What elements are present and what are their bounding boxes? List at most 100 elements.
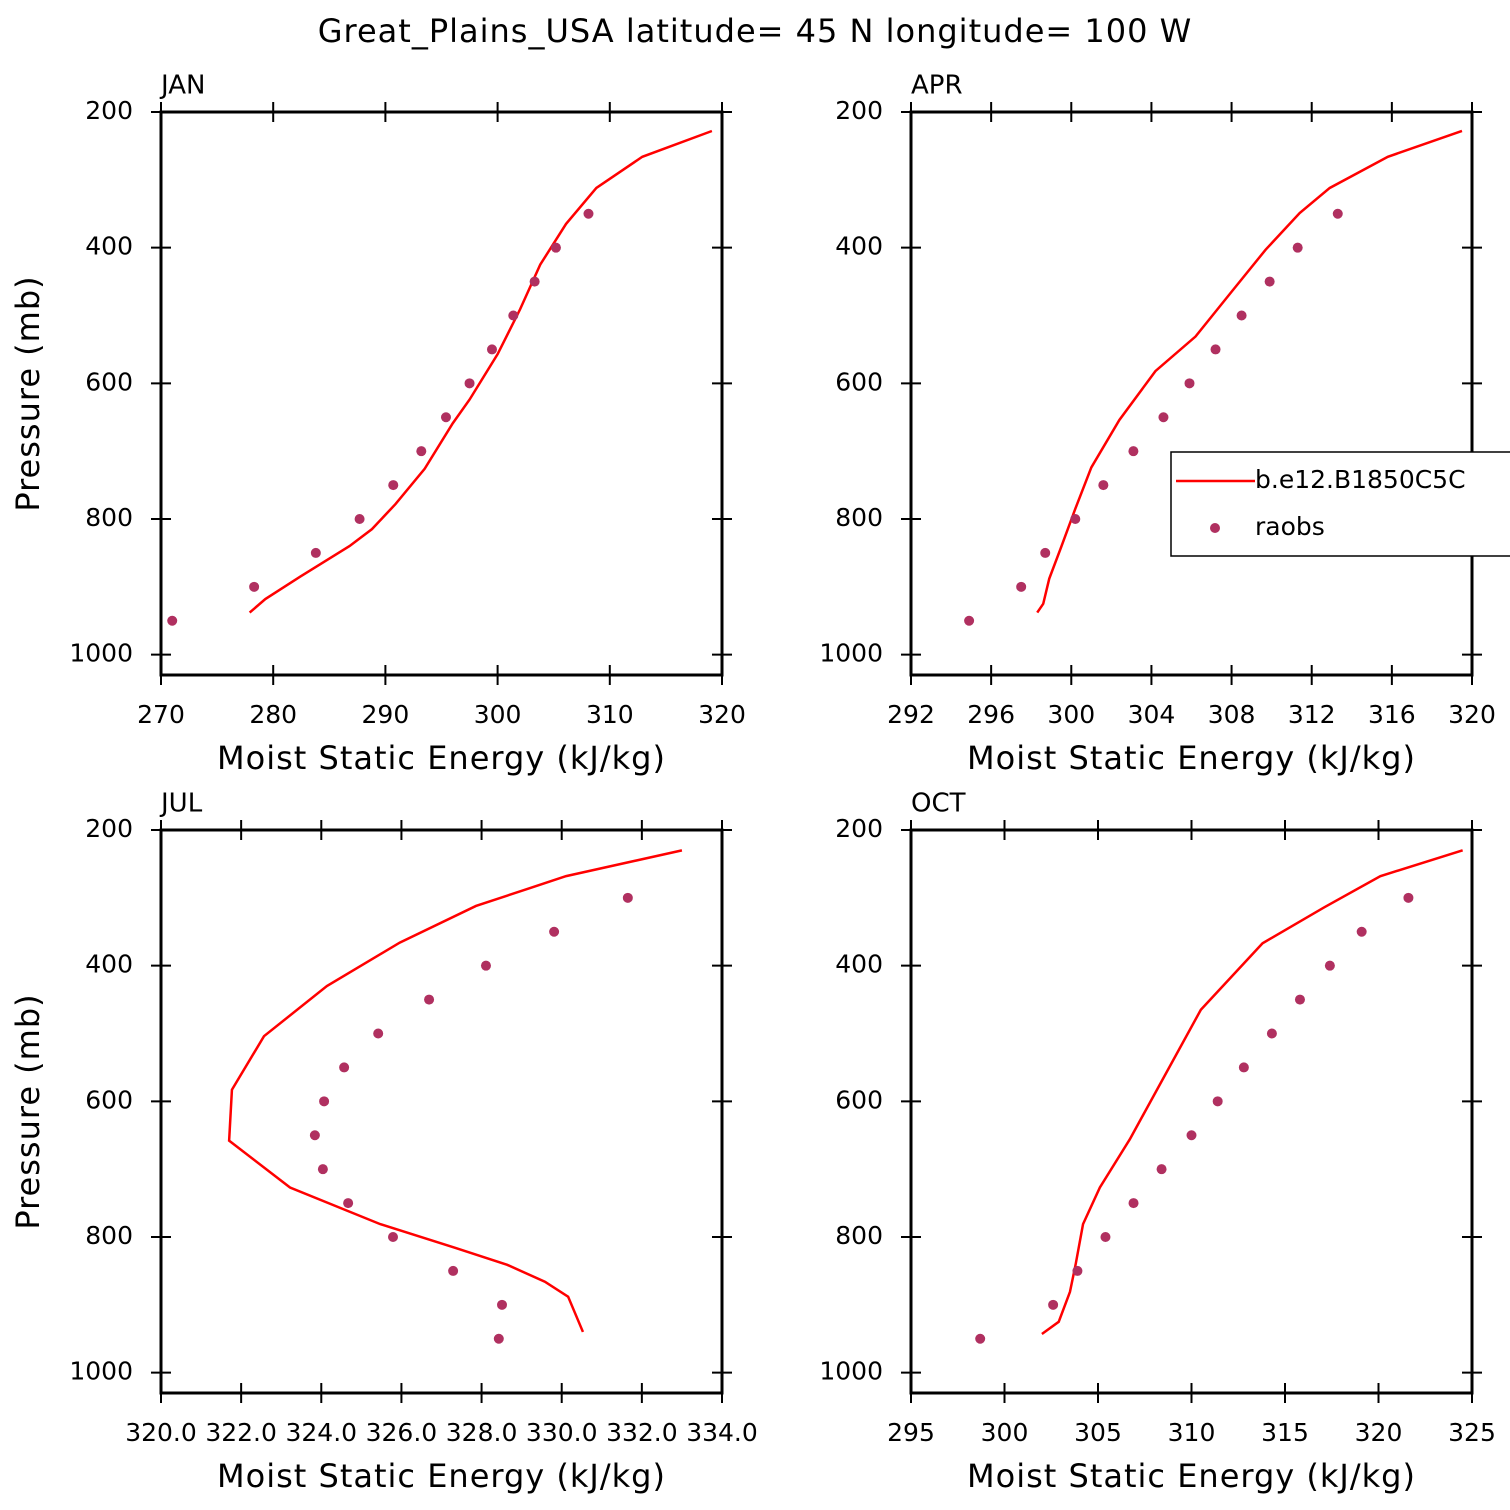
y-tick-label: 1000	[69, 639, 133, 668]
y-tick-label: 1000	[819, 639, 883, 668]
obs-point	[249, 581, 260, 592]
obs-point	[1324, 960, 1335, 971]
panel-title: JAN	[159, 71, 205, 101]
obs-point	[1048, 1299, 1059, 1310]
obs-point	[1266, 1028, 1277, 1039]
obs-point	[310, 547, 321, 558]
model-line	[1036, 129, 1463, 614]
x-tick-label: 312	[1288, 700, 1336, 729]
figure-title: Great_Plains_USA latitude= 45 N longitud…	[318, 12, 1193, 50]
x-tick-label: 300	[981, 1418, 1029, 1447]
y-tick-label: 600	[835, 1085, 883, 1114]
x-tick-label: 290	[362, 700, 410, 729]
obs-point	[975, 1333, 986, 1344]
y-tick-label: 200	[85, 814, 133, 843]
obs-point	[1184, 378, 1195, 389]
x-axis-label: Moist Static Energy (kJ/kg)	[217, 739, 666, 777]
x-tick-label: 324.0	[285, 1418, 357, 1447]
plot-frame	[909, 110, 1474, 677]
y-tick-label: 600	[85, 367, 133, 396]
x-tick-label: 328.0	[446, 1418, 518, 1447]
y-tick-label: 1000	[819, 1357, 883, 1386]
obs-point	[1128, 446, 1139, 457]
obs-point	[373, 1028, 384, 1039]
x-tick-label: 310	[586, 700, 634, 729]
x-tick-label: 325	[1448, 1418, 1496, 1447]
x-tick-label: 300	[474, 700, 522, 729]
obs-point	[1070, 513, 1081, 524]
x-tick-label: 320	[698, 700, 746, 729]
y-tick-label: 200	[835, 814, 883, 843]
x-tick-label: 332.0	[606, 1418, 678, 1447]
obs-point	[1156, 1164, 1167, 1175]
obs-point	[354, 513, 365, 524]
y-tick-label: 800	[835, 1221, 883, 1250]
legend-label: b.e12.B1850C5C	[1255, 465, 1466, 494]
x-tick-label: 295	[887, 1418, 935, 1447]
x-axis-label: Moist Static Energy (kJ/kg)	[967, 1457, 1416, 1495]
y-tick-label: 800	[85, 503, 133, 532]
obs-point	[1212, 1096, 1223, 1107]
x-tick-label: 320	[1448, 700, 1496, 729]
obs-point	[1356, 926, 1367, 937]
obs-point	[583, 208, 594, 219]
obs-point	[317, 1164, 328, 1175]
legend-label: raobs	[1255, 512, 1325, 541]
obs-point	[493, 1333, 504, 1344]
obs-point	[339, 1062, 350, 1073]
x-tick-label: 316	[1368, 700, 1416, 729]
obs-point	[440, 412, 451, 423]
obs-point	[1292, 242, 1303, 253]
x-tick-label: 322.0	[205, 1418, 277, 1447]
x-tick-label: 305	[1074, 1418, 1122, 1447]
legend-box	[1170, 451, 1510, 557]
y-tick-label: 1000	[69, 1357, 133, 1386]
obs-point	[964, 615, 975, 626]
x-tick-label: 308	[1208, 700, 1256, 729]
y-axis-label: Pressure (mb)	[9, 275, 47, 511]
x-tick-label: 320	[1355, 1418, 1403, 1447]
obs-point	[1236, 310, 1247, 321]
obs-point	[1264, 276, 1275, 287]
model-line	[1041, 849, 1464, 1336]
obs-point	[549, 926, 560, 937]
x-tick-label: 315	[1261, 1418, 1309, 1447]
obs-point	[1186, 1130, 1197, 1141]
y-tick-label: 600	[835, 367, 883, 396]
y-tick-label: 400	[85, 232, 133, 261]
obs-point	[486, 344, 497, 355]
obs-point	[622, 892, 633, 903]
x-tick-label: 330.0	[526, 1418, 598, 1447]
obs-point	[1016, 581, 1027, 592]
y-tick-label: 400	[85, 950, 133, 979]
y-tick-label: 400	[835, 232, 883, 261]
obs-point	[1072, 1265, 1083, 1276]
obs-point	[388, 480, 399, 491]
obs-point	[464, 378, 475, 389]
y-tick-label: 200	[85, 96, 133, 125]
plot-frame	[159, 110, 724, 677]
y-tick-label: 800	[835, 503, 883, 532]
panel-title: JUL	[159, 789, 203, 819]
x-tick-label: 292	[887, 700, 935, 729]
obs-point	[1100, 1231, 1111, 1242]
x-tick-label: 320.0	[125, 1418, 197, 1447]
obs-point	[529, 276, 540, 287]
obs-point	[508, 310, 519, 321]
x-tick-label: 310	[1168, 1418, 1216, 1447]
x-tick-label: 296	[967, 700, 1015, 729]
obs-point	[416, 446, 427, 457]
obs-point	[497, 1299, 508, 1310]
obs-point	[1210, 344, 1221, 355]
x-tick-label: 300	[1047, 700, 1095, 729]
obs-point	[319, 1096, 330, 1107]
x-tick-label: 334.0	[686, 1418, 758, 1447]
obs-point	[1403, 892, 1414, 903]
x-axis-label: Moist Static Energy (kJ/kg)	[967, 739, 1416, 777]
y-tick-label: 800	[85, 1221, 133, 1250]
obs-point	[480, 960, 491, 971]
obs-point	[1158, 412, 1169, 423]
obs-point	[309, 1130, 320, 1141]
obs-point	[424, 994, 435, 1005]
x-tick-label: 326.0	[366, 1418, 438, 1447]
